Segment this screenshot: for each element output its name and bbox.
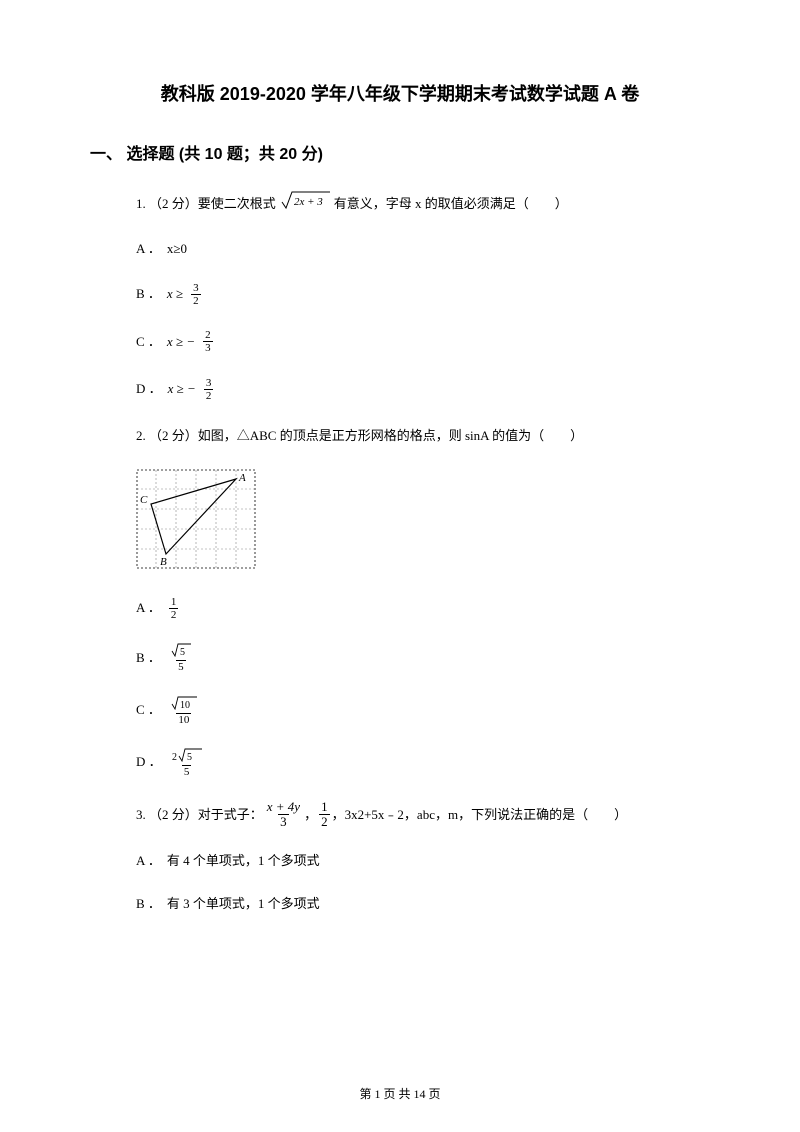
fraction: x + 4y 3 [265, 800, 302, 830]
comma: ， [304, 803, 317, 826]
option-label: B ． [136, 648, 161, 669]
page-title: 教科版 2019-2020 学年八年级下学期期末考试数学试题 A 卷 [90, 80, 710, 106]
svg-text:10: 10 [180, 700, 190, 710]
option-label: A ． [136, 851, 161, 872]
numerator: 2 [203, 329, 213, 341]
q3-option-a: A ． 有 4 个单项式，1 个多项式 [90, 851, 710, 872]
q1-suffix: 有意义，字母 x 的取值必须满足（ ） [334, 192, 568, 215]
denominator: 3 [278, 814, 289, 829]
option-label: D ． [136, 752, 162, 773]
svg-text:5: 5 [187, 752, 192, 762]
numerator: 10 [169, 696, 199, 713]
numerator: 25 [170, 748, 204, 765]
fraction: 25 5 [170, 748, 204, 778]
q2-option-d: D ． 25 5 [90, 748, 710, 778]
option-expr: x ≥ − [168, 379, 196, 400]
q3-stem: 3. （2 分）对于式子： x + 4y 3 ， 1 2 ，3x2+5x﹣2，a… [90, 800, 627, 830]
fraction: 3 2 [204, 377, 214, 402]
q2-option-a: A ． 1 2 [90, 596, 710, 621]
svg-text:2: 2 [172, 752, 177, 762]
numerator: 5 [169, 643, 193, 660]
vertex-a-label: A [238, 472, 246, 484]
vertex-b-label: B [160, 556, 167, 568]
numerator: 3 [204, 377, 214, 389]
q2-option-b: B ． 5 5 [90, 643, 710, 673]
sqrt-icon: 2x + 3 [280, 190, 330, 217]
numerator: 1 [169, 596, 179, 608]
denominator: 3 [203, 341, 213, 354]
fraction: 1 2 [169, 596, 179, 621]
fraction: 1 2 [319, 800, 330, 830]
fraction: 5 5 [169, 643, 193, 673]
svg-text:5: 5 [180, 647, 185, 657]
q1-prefix: 1. （2 分）要使二次根式 [136, 192, 276, 215]
option-label: B ． [136, 284, 161, 305]
q1-option-a: A ． x≥0 [90, 239, 710, 260]
denominator: 5 [176, 660, 186, 673]
q3-prefix: 3. （2 分）对于式子： [136, 803, 263, 826]
option-label: D ． [136, 379, 162, 400]
denominator: 2 [191, 294, 201, 307]
denominator: 10 [176, 713, 191, 726]
option-text: 有 3 个单项式，1 个多项式 [167, 894, 320, 915]
denominator: 5 [182, 765, 192, 778]
q1-option-d: D ． x ≥ − 3 2 [90, 377, 710, 402]
sqrt-arg: 2x + 3 [294, 196, 323, 208]
q2-figure: A B C [136, 469, 710, 574]
q1-stem: 1. （2 分）要使二次根式 2x + 3 有意义，字母 x 的取值必须满足（ … [90, 190, 568, 217]
denominator: 2 [204, 389, 214, 402]
option-label: C ． [136, 332, 161, 353]
fraction: 2 3 [203, 329, 213, 354]
denominator: 2 [169, 608, 179, 621]
option-label: B ． [136, 894, 161, 915]
numerator: 3 [191, 282, 201, 294]
option-label: A ． [136, 598, 161, 619]
option-text: x≥0 [167, 239, 187, 260]
section-header: 一、 选择题 (共 10 题；共 20 分) [90, 140, 710, 164]
option-label: C ． [136, 700, 161, 721]
vertex-c-label: C [140, 494, 148, 506]
option-text: 有 4 个单项式，1 个多项式 [167, 851, 320, 872]
option-label: A ． [136, 239, 161, 260]
page-footer: 第 1 页 共 14 页 [0, 1085, 800, 1102]
numerator: 1 [319, 800, 330, 814]
numerator: x + 4y [265, 800, 302, 814]
fraction: 10 10 [169, 696, 199, 726]
q2-option-c: C ． 10 10 [90, 696, 710, 726]
option-expr: x ≥ − [167, 332, 195, 353]
q3-option-b: B ． 有 3 个单项式，1 个多项式 [90, 894, 710, 915]
q1-option-b: B ． x ≥ 3 2 [90, 282, 710, 307]
option-expr: x ≥ [167, 284, 183, 305]
q3-suffix: ，3x2+5x﹣2，abc，m，下列说法正确的是（ ） [332, 803, 627, 826]
q2-stem: 2. （2 分）如图，△ABC 的顶点是正方形网格的格点，则 sinA 的值为（… [90, 424, 710, 447]
q1-option-c: C ． x ≥ − 2 3 [90, 329, 710, 354]
denominator: 2 [319, 814, 330, 829]
fraction: 3 2 [191, 282, 201, 307]
